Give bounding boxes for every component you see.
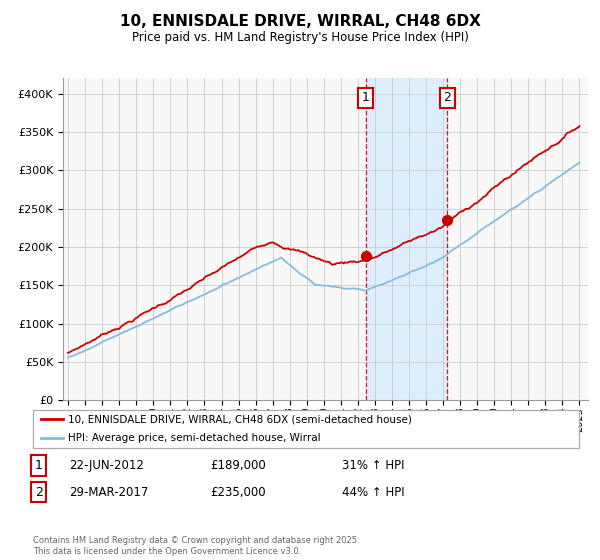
Text: 10, ENNISDALE DRIVE, WIRRAL, CH48 6DX: 10, ENNISDALE DRIVE, WIRRAL, CH48 6DX	[119, 14, 481, 29]
Text: 2: 2	[35, 486, 43, 498]
Text: Contains HM Land Registry data © Crown copyright and database right 2025.
This d: Contains HM Land Registry data © Crown c…	[33, 536, 359, 556]
Text: £235,000: £235,000	[210, 486, 266, 498]
Text: 1: 1	[362, 91, 370, 104]
Text: 10, ENNISDALE DRIVE, WIRRAL, CH48 6DX (semi-detached house): 10, ENNISDALE DRIVE, WIRRAL, CH48 6DX (s…	[68, 414, 412, 424]
Text: 31% ↑ HPI: 31% ↑ HPI	[342, 459, 404, 472]
FancyBboxPatch shape	[33, 410, 579, 448]
Text: 29-MAR-2017: 29-MAR-2017	[69, 486, 148, 498]
Text: £189,000: £189,000	[210, 459, 266, 472]
Text: 2: 2	[443, 91, 451, 104]
Text: Price paid vs. HM Land Registry's House Price Index (HPI): Price paid vs. HM Land Registry's House …	[131, 31, 469, 44]
Text: HPI: Average price, semi-detached house, Wirral: HPI: Average price, semi-detached house,…	[68, 433, 321, 444]
Text: 1: 1	[35, 459, 43, 472]
Bar	[365, 78, 448, 400]
Text: 44% ↑ HPI: 44% ↑ HPI	[342, 486, 404, 498]
Text: 22-JUN-2012: 22-JUN-2012	[69, 459, 144, 472]
